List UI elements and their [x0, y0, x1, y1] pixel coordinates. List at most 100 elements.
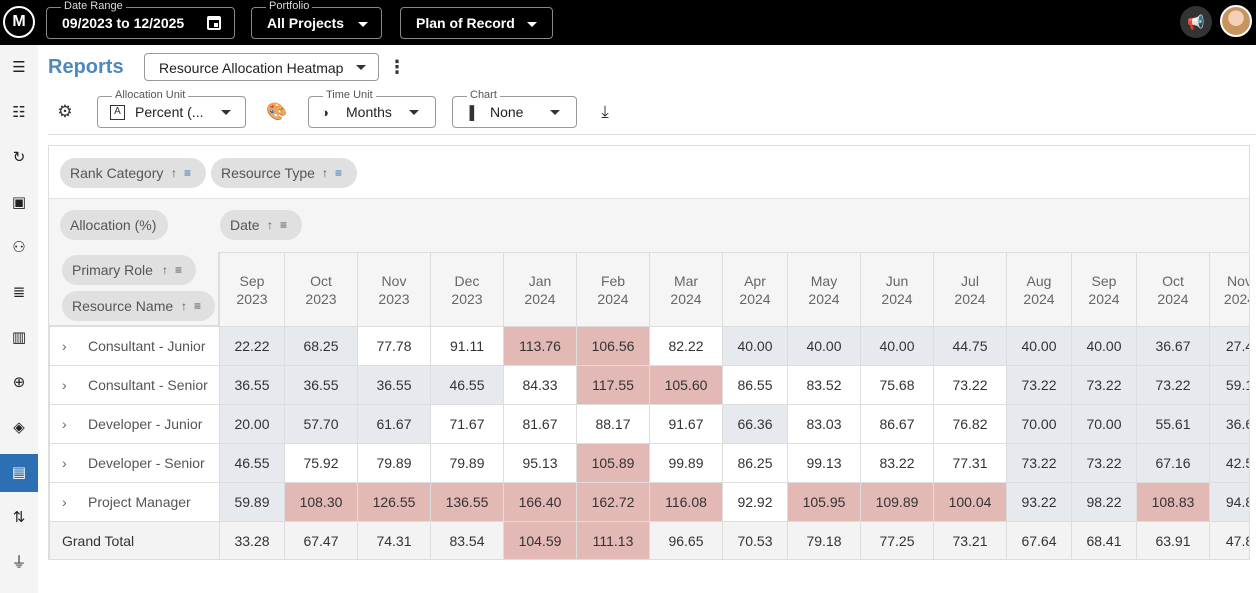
heat-cell[interactable]: 20.00	[219, 404, 285, 444]
heat-cell[interactable]: 59.89	[219, 482, 285, 522]
heat-cell[interactable]: 47.8	[1209, 521, 1249, 559]
heat-cell[interactable]: 73.22	[1006, 443, 1072, 483]
column-header[interactable]: Aug 2024	[1006, 252, 1072, 327]
heat-cell[interactable]: 68.41	[1071, 521, 1137, 559]
heat-cell[interactable]: 46.55	[430, 365, 504, 405]
column-header[interactable]: Jan 2024	[503, 252, 577, 327]
heat-cell[interactable]: 68.25	[284, 326, 358, 366]
sidebar-item-board[interactable]: ▥	[0, 319, 38, 357]
row-chip-resource-name[interactable]: Resource Name ↑ ≡	[62, 291, 215, 321]
heat-cell[interactable]: 27.4	[1209, 326, 1249, 366]
heat-cell[interactable]: 73.22	[1136, 365, 1210, 405]
column-chip-date[interactable]: Date ↑ ≡	[220, 210, 302, 240]
heat-cell[interactable]: 73.22	[1006, 365, 1072, 405]
app-logo[interactable]: M	[3, 6, 35, 38]
filter-icon[interactable]: ≡	[184, 166, 192, 180]
column-header[interactable]: Dec 2023	[430, 252, 504, 327]
heat-cell[interactable]: 92.92	[722, 482, 788, 522]
column-header[interactable]: Jun 2024	[860, 252, 934, 327]
heat-cell[interactable]: 63.91	[1136, 521, 1210, 559]
heat-cell[interactable]: 93.22	[1006, 482, 1072, 522]
sidebar-item-list[interactable]: ≣	[0, 274, 38, 312]
time-unit-select[interactable]: Time Unit ◑ Months	[308, 89, 436, 128]
heat-cell[interactable]: 66.36	[722, 404, 788, 444]
heat-cell[interactable]: 83.54	[430, 521, 504, 559]
row-header[interactable]: › Consultant - Junior	[49, 326, 220, 366]
column-header[interactable]: Feb 2024	[576, 252, 650, 327]
heat-cell[interactable]: 40.00	[722, 326, 788, 366]
heat-cell[interactable]: 126.55	[357, 482, 431, 522]
portfolio-select[interactable]: Portfolio All Projects	[251, 0, 382, 39]
sort-asc-icon[interactable]: ↑	[322, 166, 328, 180]
heat-cell[interactable]: 61.67	[357, 404, 431, 444]
download-icon[interactable]: ⤓	[601, 102, 609, 121]
heat-cell[interactable]: 99.89	[649, 443, 723, 483]
date-range-field[interactable]: Date Range 09/2023 to 12/2025	[46, 0, 235, 39]
heat-cell[interactable]: 36.55	[357, 365, 431, 405]
row-chip-primary-role[interactable]: Primary Role ↑ ≡	[62, 255, 196, 285]
heat-cell[interactable]: 67.64	[1006, 521, 1072, 559]
sidebar-item-menu[interactable]: ☰	[0, 49, 38, 87]
filter-chip-resource-type[interactable]: Resource Type ↑ ≡	[211, 158, 357, 188]
heat-cell[interactable]: 71.67	[430, 404, 504, 444]
heat-cell[interactable]: 46.55	[219, 443, 285, 483]
heat-cell[interactable]: 75.68	[860, 365, 934, 405]
more-options-icon[interactable]: ⋮	[388, 57, 406, 77]
chevron-right-icon[interactable]: ›	[62, 494, 67, 510]
row-header[interactable]: › Project Manager	[49, 482, 220, 522]
heat-cell[interactable]: 77.31	[933, 443, 1007, 483]
filter-icon[interactable]: ≡	[175, 263, 183, 277]
palette-icon[interactable]: 🎨	[266, 102, 288, 121]
column-header[interactable]: Oct 2023	[284, 252, 358, 327]
heat-cell[interactable]: 73.22	[1071, 443, 1137, 483]
heat-cell[interactable]: 40.00	[1006, 326, 1072, 366]
heat-cell[interactable]: 73.22	[1071, 365, 1137, 405]
heat-cell[interactable]: 96.65	[649, 521, 723, 559]
chevron-right-icon[interactable]: ›	[62, 416, 67, 432]
sort-asc-icon[interactable]: ↑	[181, 299, 187, 313]
heat-cell[interactable]: 55.61	[1136, 404, 1210, 444]
heat-cell[interactable]: 70.00	[1071, 404, 1137, 444]
filter-chip-rank-category[interactable]: Rank Category ↑ ≡	[60, 158, 206, 188]
heat-cell[interactable]: 40.00	[860, 326, 934, 366]
column-header[interactable]: Oct 2024	[1136, 252, 1210, 327]
sidebar-item-team[interactable]: ⚇	[0, 229, 38, 267]
heat-cell[interactable]: 36.55	[219, 365, 285, 405]
sidebar-item-plug[interactable]: ⏚	[0, 544, 38, 582]
calendar-icon[interactable]	[207, 16, 221, 30]
heat-cell[interactable]: 166.40	[503, 482, 577, 522]
heat-cell[interactable]: 98.22	[1071, 482, 1137, 522]
column-header[interactable]: Sep 2023	[219, 252, 285, 327]
filter-icon[interactable]: ≡	[280, 218, 288, 232]
user-avatar[interactable]	[1220, 5, 1252, 37]
column-header[interactable]: Apr 2024	[722, 252, 788, 327]
heat-cell[interactable]: 83.03	[787, 404, 861, 444]
heat-cell[interactable]: 74.31	[357, 521, 431, 559]
heat-cell[interactable]: 117.55	[576, 365, 650, 405]
chevron-right-icon[interactable]: ›	[62, 377, 67, 393]
sidebar-item-swap[interactable]: ⇅	[0, 499, 38, 537]
heat-cell[interactable]: 79.18	[787, 521, 861, 559]
heat-cell[interactable]: 111.13	[576, 521, 650, 559]
heat-cell[interactable]: 116.08	[649, 482, 723, 522]
heat-cell[interactable]: 77.25	[860, 521, 934, 559]
heat-cell[interactable]: 106.56	[576, 326, 650, 366]
heat-cell[interactable]: 83.22	[860, 443, 934, 483]
filter-icon[interactable]: ≡	[194, 299, 202, 313]
column-header[interactable]: Sep 2024	[1071, 252, 1137, 327]
heat-cell[interactable]: 70.53	[722, 521, 788, 559]
heat-cell[interactable]: 86.25	[722, 443, 788, 483]
heat-cell[interactable]: 59.1	[1209, 365, 1249, 405]
heat-cell[interactable]: 86.55	[722, 365, 788, 405]
sort-asc-icon[interactable]: ↑	[171, 166, 177, 180]
heat-cell[interactable]: 73.21	[933, 521, 1007, 559]
heat-cell[interactable]: 79.89	[430, 443, 504, 483]
heat-cell[interactable]: 79.89	[357, 443, 431, 483]
sort-asc-icon[interactable]: ↑	[267, 218, 273, 232]
heat-cell[interactable]: 86.67	[860, 404, 934, 444]
heat-cell[interactable]: 91.67	[649, 404, 723, 444]
heat-cell[interactable]: 73.22	[933, 365, 1007, 405]
heat-cell[interactable]: 76.82	[933, 404, 1007, 444]
heat-cell[interactable]: 40.00	[787, 326, 861, 366]
column-header[interactable]: Nov 2023	[357, 252, 431, 327]
